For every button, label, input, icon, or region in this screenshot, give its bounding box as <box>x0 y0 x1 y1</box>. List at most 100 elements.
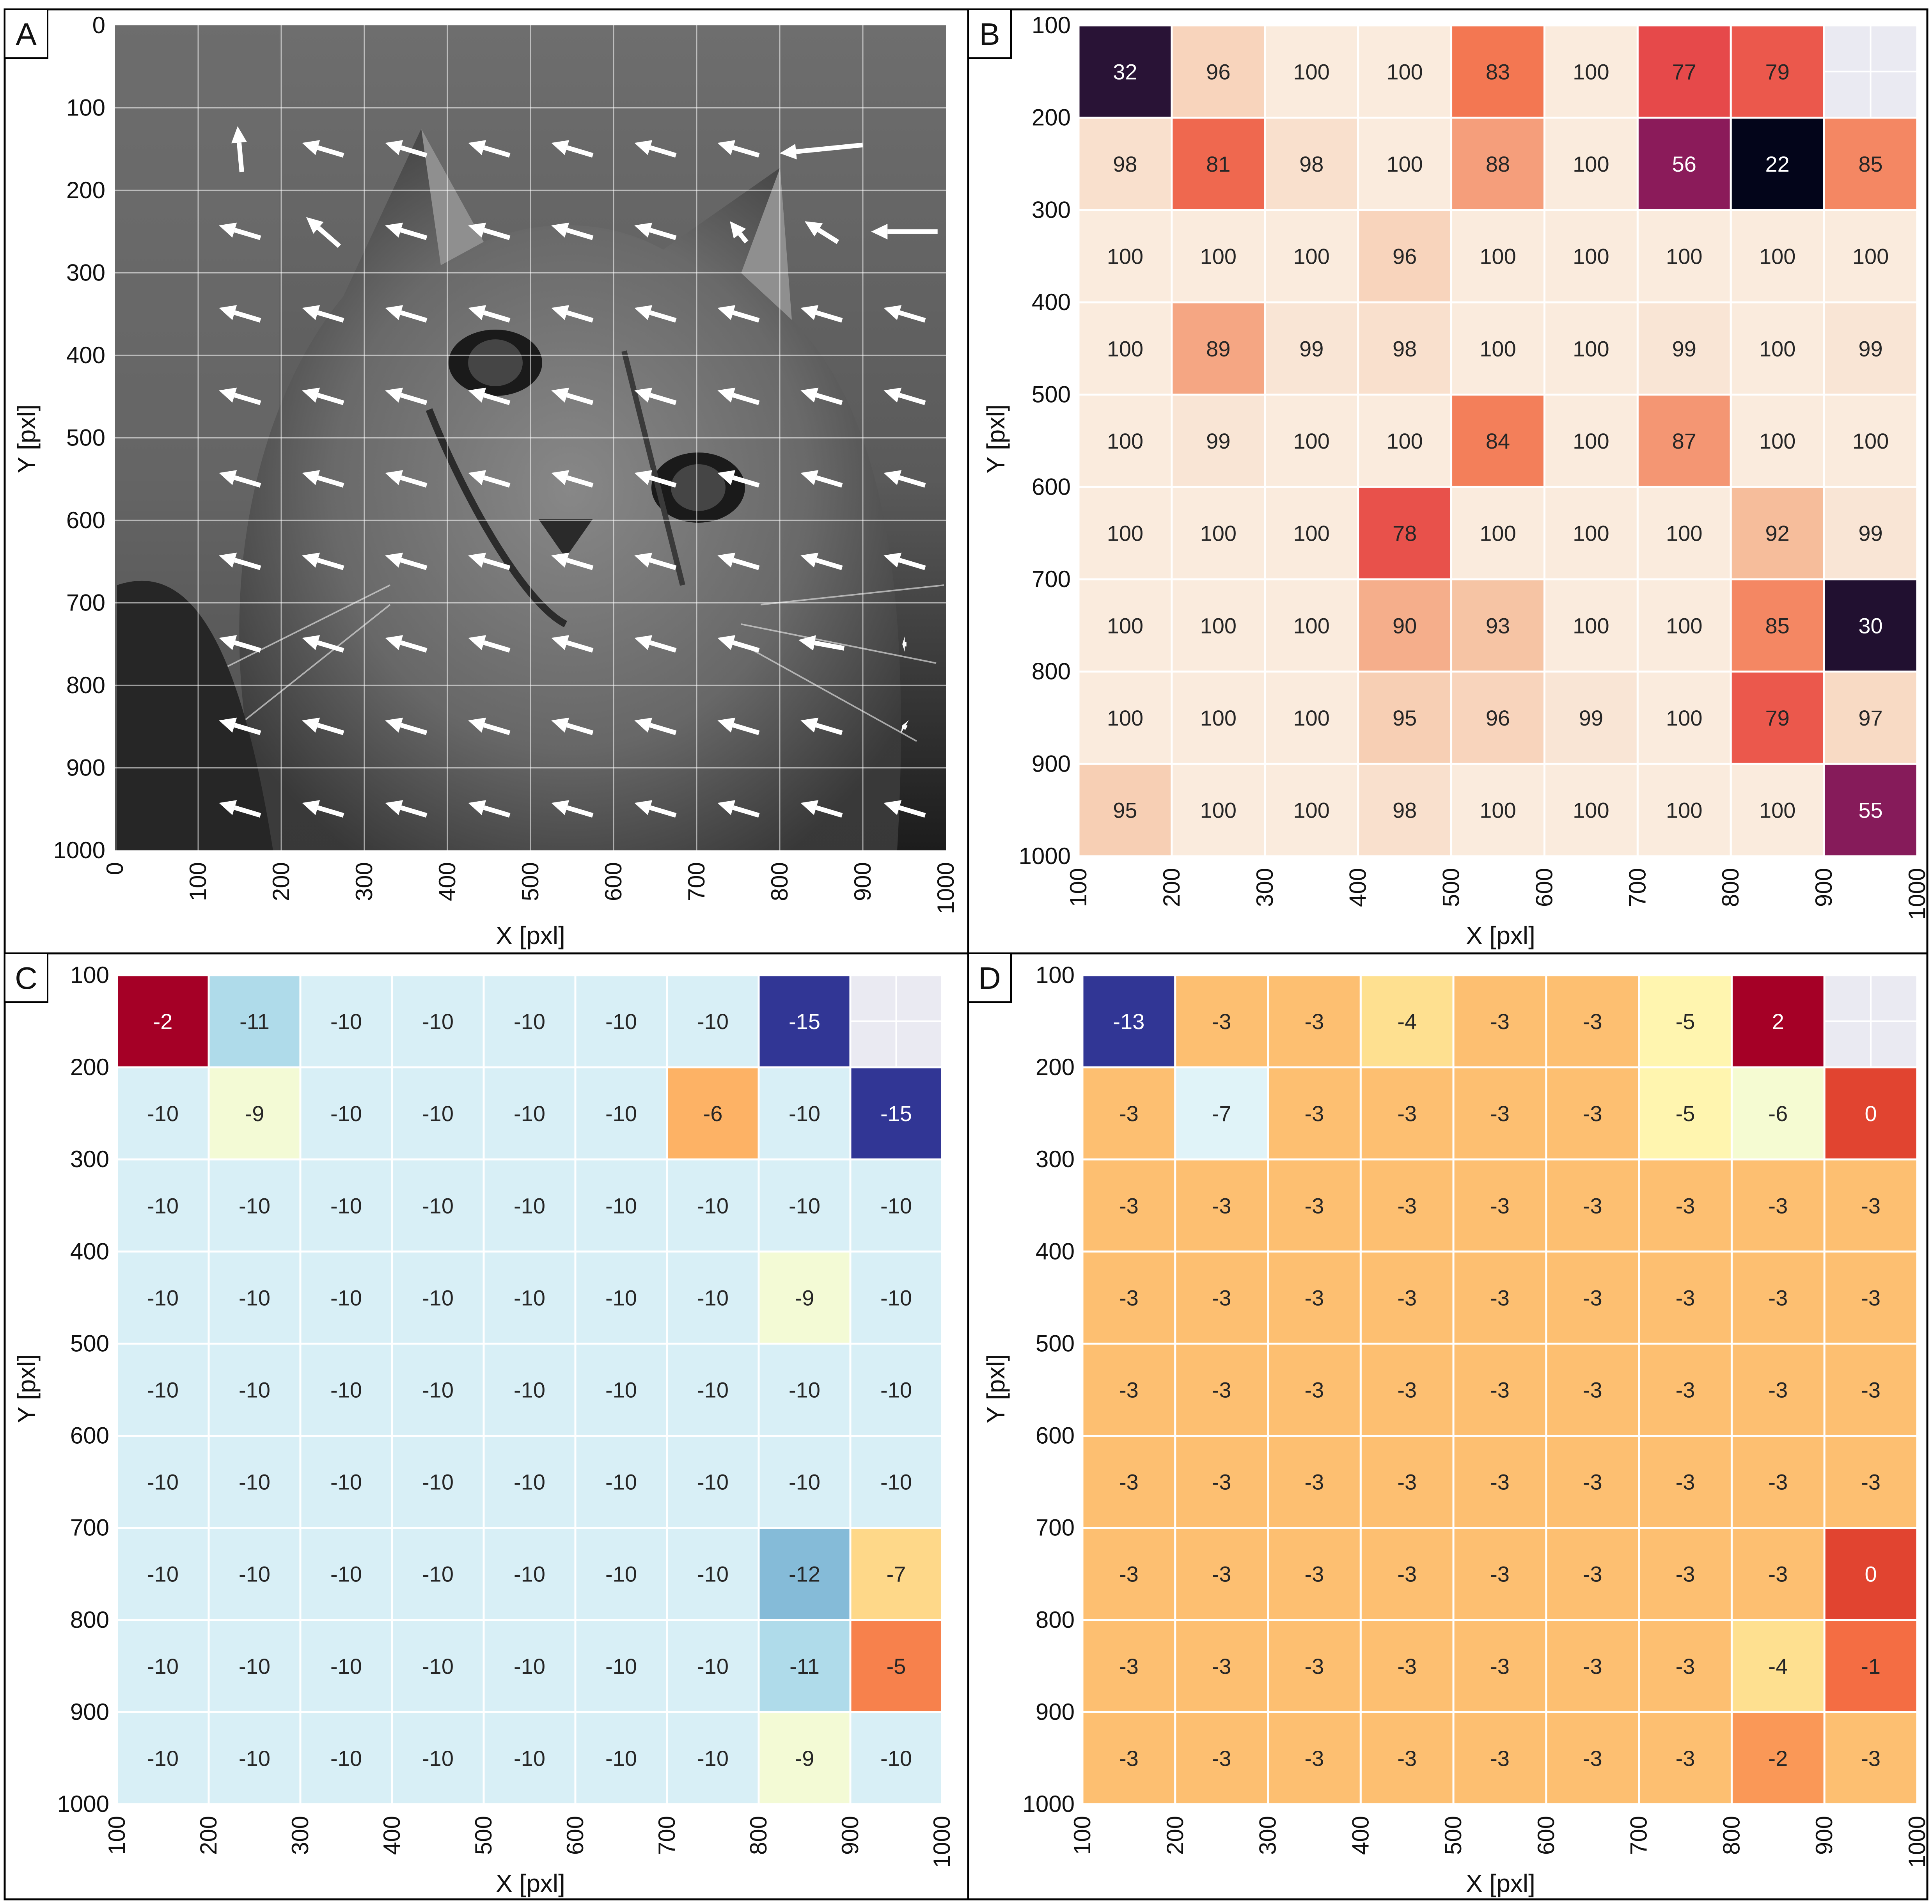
panel-b-cell-value: 100 <box>1666 244 1702 269</box>
panel-a-arrow-shaft <box>814 641 845 651</box>
panel-d-cell-value: -3 <box>1212 1562 1231 1586</box>
panel-b-cell-value: 100 <box>1480 244 1516 269</box>
panel-c-cell-value: -10 <box>605 1193 637 1218</box>
panel-b-x-tick-label: 200 <box>1158 868 1185 907</box>
panel-a-arrow-head <box>634 800 653 815</box>
panel-a-arrow-shaft <box>234 228 261 240</box>
panel-d-cell-value: -3 <box>1490 1101 1510 1126</box>
panel-c-cell-value: -10 <box>697 1470 729 1494</box>
panel-a-arrow-shaft <box>317 640 344 653</box>
panel-d-cell-value: -3 <box>1397 1285 1417 1310</box>
kitten-photo <box>115 25 946 850</box>
panel-a-arrow-shaft <box>566 310 594 323</box>
panel-a-arrow-head <box>634 470 653 485</box>
panel-a-arrow-head <box>884 800 902 815</box>
panel-d-cell <box>1174 1342 1269 1437</box>
panel-a-arrow-head <box>385 387 403 403</box>
panel-b-heatmap: 32 96 100 100 83 100 77 79 98 81 98 100 88 100 56 22 85 1… <box>1077 24 1918 857</box>
panel-a-arrow-shaft <box>234 558 261 570</box>
panel-b-cell <box>1077 671 1173 765</box>
panel-c-cell-value: -10 <box>605 1378 637 1402</box>
panel-d-cell-value: -3 <box>1676 1378 1695 1402</box>
panel-a-arrow-shaft <box>400 228 428 240</box>
panel-b-cell-value: 100 <box>1293 706 1330 730</box>
panel-c-cell <box>574 1435 668 1529</box>
panel-a-arrow-shaft <box>815 723 843 735</box>
panel-b-cell-value: 100 <box>1666 798 1702 823</box>
panel-b-cell <box>1171 486 1266 580</box>
panel-a-arrow-head <box>385 222 403 238</box>
panel-b-cell-value: 99 <box>1858 521 1882 546</box>
panel-a-x-tick-label: 400 <box>434 862 460 901</box>
panel-a-arrow-shaft <box>317 226 341 248</box>
panel-b-cell <box>1357 301 1453 396</box>
panel-c-cell <box>666 1158 760 1253</box>
panel-a-arrow-shaft <box>903 725 908 730</box>
panel-a-x-tick-label: 600 <box>600 862 626 901</box>
panel-d-cell-value: -3 <box>1305 1193 1324 1218</box>
panel-c-cell-value: -10 <box>422 1101 454 1126</box>
panel-b-cell <box>1543 209 1639 303</box>
panel-d-cell-value: -6 <box>1768 1101 1788 1126</box>
panel-c-x-tick-label: 500 <box>470 1816 497 1855</box>
panel-c-cell-value: -10 <box>147 1562 179 1586</box>
panel-c-y-tick-label: 700 <box>70 1515 109 1541</box>
panel-d-cell <box>1174 1158 1269 1253</box>
panel-c-cell-value: -10 <box>422 1654 454 1679</box>
panel-b-cell-value: 79 <box>1765 706 1790 730</box>
panel-a-arrow-shaft <box>566 393 594 405</box>
panel-d-cell-value: -3 <box>1119 1193 1139 1218</box>
panel-a-arrow-shaft <box>732 558 760 570</box>
panel-a-arrow-head <box>634 387 653 403</box>
panel-d-cell-value: -3 <box>1305 1470 1324 1494</box>
panel-a-arrow-shaft <box>483 145 511 158</box>
panel-c-cell-value: -10 <box>697 1009 729 1034</box>
panel-d-heatmap: -13 -3 -3 -4 -3 -3 -5 2 -3 -7 -3 -3 -3 -3 -5 -6 0 -3 -3 -3 -… <box>1081 974 1918 1805</box>
panel-c-cell-value: -15 <box>789 1009 820 1034</box>
panel-d-cell-value: -3 <box>1768 1378 1788 1402</box>
panel-b-cell <box>1823 301 1918 396</box>
panel-b-cell-value: 100 <box>1666 706 1702 730</box>
panel-b-cell-value: 100 <box>1293 59 1330 84</box>
panel-b-cell-value: 96 <box>1486 706 1510 730</box>
panel-b-cell <box>1357 578 1453 673</box>
panel-c-cell-value: -11 <box>240 1009 270 1034</box>
panel-b-cell-value: 100 <box>1200 244 1237 269</box>
panel-a-arrow-shaft <box>400 393 428 405</box>
panel-a-arrow-shaft <box>898 805 926 818</box>
panel-b-y-tick-label: 600 <box>1032 474 1071 500</box>
panel-d-cell-value: -3 <box>1676 1654 1695 1679</box>
panel-c-cell-value: -10 <box>330 1746 362 1771</box>
panel-a-y-tick-label: 900 <box>66 755 105 781</box>
panel-d-x-axis-label: X [pxl] <box>1466 1869 1535 1897</box>
panel-b-cell <box>1264 209 1359 303</box>
panel-a-arrow-head <box>871 224 888 240</box>
panel-c-y-tick-label: 500 <box>70 1330 109 1356</box>
panel-a-arrow-shaft <box>649 723 677 735</box>
panel-c-cell-value: -2 <box>153 1009 173 1034</box>
panel-a-x-axis-label: X [pxl] <box>496 921 565 949</box>
panel-c-cell <box>299 1527 393 1621</box>
panel-d-y-tick-label: 700 <box>1036 1515 1075 1541</box>
panel-c-x-tick-label: 900 <box>837 1816 863 1855</box>
panel-d-cell <box>1638 1711 1733 1805</box>
panel-d-cell <box>1452 1342 1547 1437</box>
panel-d-cell <box>1359 1619 1455 1713</box>
panel-a-arrow-shaft <box>317 805 344 818</box>
panel-b-cell-value: 90 <box>1393 613 1417 638</box>
panel-b-cell <box>1730 24 1825 119</box>
panel-c-cell-value: -10 <box>605 1285 637 1310</box>
panel-d-y-tick-label: 300 <box>1036 1146 1075 1172</box>
panel-d-cell-value: -3 <box>1212 1654 1231 1679</box>
panel-a-arrow-head <box>219 717 237 733</box>
panel-b-cell-value: 89 <box>1206 336 1230 361</box>
panel-a-arrow-shaft <box>566 558 594 570</box>
panel-d-cell-value: -3 <box>1583 1378 1602 1402</box>
panel-a-arrow-head <box>717 552 736 568</box>
panel-d-cell-value: -3 <box>1490 1470 1510 1494</box>
panel-c-cell-value: -15 <box>880 1101 912 1126</box>
panel-b-cell-value: 100 <box>1200 798 1237 823</box>
panel-b-cell-value: 100 <box>1480 336 1516 361</box>
panel-a-x-tick-label: 200 <box>268 862 294 901</box>
panel-c-x-tick-label: 100 <box>104 1816 130 1855</box>
